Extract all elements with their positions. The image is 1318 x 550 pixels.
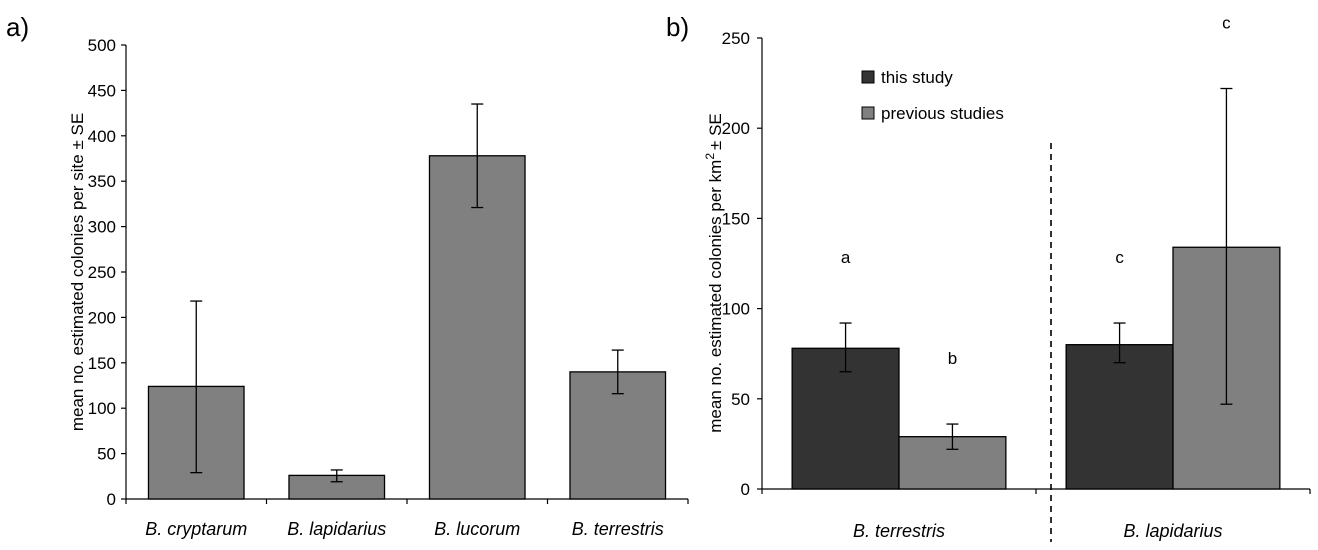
panel-a-category-label-b-lucorum: B. lucorum xyxy=(434,519,520,539)
panel-a-y-tick-label: 100 xyxy=(88,399,116,418)
panel-b-y-tick-label: 50 xyxy=(731,390,750,409)
panel-a-category-label-b-cryptarum: B. cryptarum xyxy=(145,519,247,539)
panel-a-label: a) xyxy=(6,12,29,42)
panel-a-y-tick-label: 50 xyxy=(97,445,116,464)
panel-a-category-label-b-terrestris: B. terrestris xyxy=(572,519,664,539)
panel-b-significance-label: c xyxy=(1222,14,1231,33)
panel-b-error-bar-b-lapidarius-this-study xyxy=(1113,322,1126,364)
panel-b-significance-label: c xyxy=(1115,248,1124,267)
panel-a-y-tick-label: 450 xyxy=(88,81,116,100)
panel-b-significance-label: a xyxy=(841,248,851,267)
panel-b-y-axis-label-prefix: mean no. estimated colonies per km xyxy=(706,160,725,433)
panel-a-y-axis-label: mean no. estimated colonies per site ± S… xyxy=(68,113,87,431)
panel-a-y-tick-label: 300 xyxy=(88,218,116,237)
panel-b-chart: 0 50 100 150 200 250 a b B. terrestris c c B. lapid… xyxy=(722,14,1311,541)
panel-b-y-axis-label-suffix: ± SE xyxy=(706,113,725,150)
panel-b-category-label-b-lapidarius: B. lapidarius xyxy=(1123,521,1222,541)
panel-b-bar-b-lapidarius-this-study xyxy=(1065,344,1174,490)
panel-a-y-tick-label: 150 xyxy=(88,354,116,373)
panel-b-category-label-b-terrestris: B. terrestris xyxy=(853,521,945,541)
panel-b-label: b) xyxy=(666,12,689,42)
panel-b-y-axis-label: mean no. estimated colonies per km2 ± SE xyxy=(703,113,725,433)
panel-b-error-bar-b-terrestris-previous-studies xyxy=(946,423,959,450)
panel-b-y-tick-label: 0 xyxy=(741,480,750,499)
panel-b-y-axis-label-sup: 2 xyxy=(703,153,717,160)
panel-a-error-bar-b-cryptarum xyxy=(190,300,203,474)
panel-a-y-tick-label: 250 xyxy=(88,263,116,282)
panel-a-chart: 0 50 100 150 200 250 300 350 400 450 500 B. cryptar… xyxy=(88,36,689,539)
panel-a-y-tick-label: 400 xyxy=(88,127,116,146)
panel-a-y-tick-label: 200 xyxy=(88,308,116,327)
panel-b-y-tick-label: 100 xyxy=(722,300,750,319)
panel-a-category-label-b-lapidarius: B. lapidarius xyxy=(287,519,386,539)
panel-a-bar-b-lucorum xyxy=(428,155,526,500)
panel-a-y-tick-label: 500 xyxy=(88,36,116,55)
panel-b-significance-label: b xyxy=(948,349,957,368)
panel-b-error-bar-b-terrestris-this-study xyxy=(839,322,852,373)
legend-label-previous-studies: previous studies xyxy=(881,104,1004,123)
legend-swatch-this-study xyxy=(861,70,875,84)
panel-a-error-bar-b-lucorum xyxy=(471,103,484,209)
panel-a-y-tick-label: 350 xyxy=(88,172,116,191)
panel-a-error-bar-b-terrestris xyxy=(611,349,624,395)
panel-a-error-bar-b-lapidarius xyxy=(330,469,343,483)
panel-b-y-tick-label: 250 xyxy=(722,29,750,48)
legend-label-this-study: this study xyxy=(881,68,953,87)
panel-b-error-bar-b-lapidarius-previous-studies xyxy=(1220,87,1233,405)
panel-b-y-tick-label: 200 xyxy=(722,119,750,138)
panel-b-y-tick-label: 150 xyxy=(722,209,750,228)
legend-swatch-previous-studies xyxy=(861,106,875,120)
panel-a-y-tick-label: 0 xyxy=(107,490,116,509)
